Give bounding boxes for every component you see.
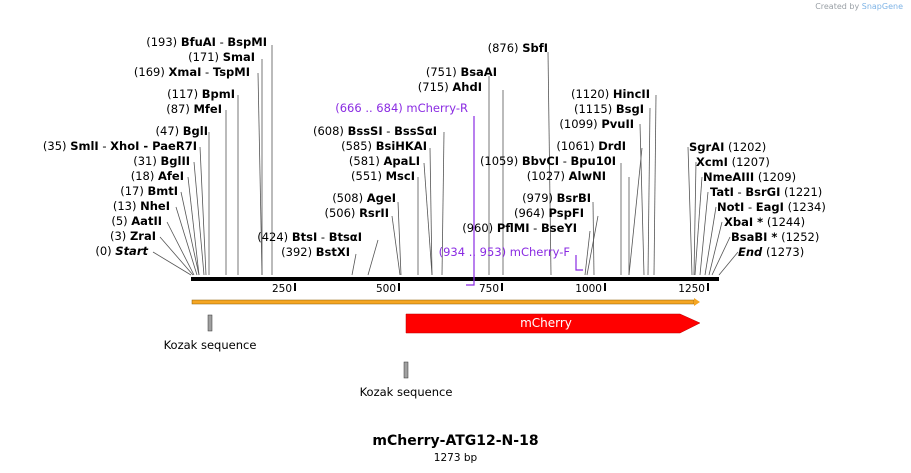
kozak-label-2: Kozak sequence bbox=[360, 385, 453, 399]
site-msci[interactable]: (551) MscI bbox=[351, 169, 415, 183]
orf-arrowhead bbox=[694, 298, 700, 306]
snapgene-logo-text: SnapGene bbox=[861, 2, 903, 11]
site-pflmi[interactable]: (960) PflMI - BseYI bbox=[462, 221, 577, 235]
site-noti[interactable]: NotI - EagI (1234) bbox=[717, 200, 826, 214]
kozak-feature-2[interactable] bbox=[403, 361, 409, 379]
site-bsgi[interactable]: (1115) BsgI bbox=[574, 102, 644, 116]
site-sgrai[interactable]: SgrAI (1202) bbox=[689, 140, 766, 154]
site-aatii[interactable]: (5) AatII bbox=[111, 214, 162, 228]
site-xcmi[interactable]: XcmI (1207) bbox=[696, 155, 770, 169]
kozak-feature-1[interactable] bbox=[207, 314, 213, 332]
created-by-credit: Created by SnapGene bbox=[815, 2, 903, 11]
site-agei[interactable]: (508) AgeI bbox=[332, 191, 396, 205]
site-tati[interactable]: TatI - BsrGI (1221) bbox=[710, 185, 822, 199]
plasmid-length: 1273 bp bbox=[433, 452, 478, 464]
site-smai[interactable]: (171) SmaI bbox=[188, 50, 255, 64]
site-apali[interactable]: (581) ApaLI bbox=[349, 154, 420, 168]
site-hincii[interactable]: (1120) HincII bbox=[571, 87, 650, 101]
site-rsrii[interactable]: (506) RsrII bbox=[324, 206, 389, 220]
site-afei[interactable]: (18) AfeI bbox=[131, 169, 184, 183]
site-bsabi[interactable]: BsaBI * (1252) bbox=[731, 230, 819, 244]
site-bsrbi[interactable]: (979) BsrBI bbox=[522, 191, 591, 205]
kozak-label-1: Kozak sequence bbox=[164, 338, 257, 352]
site-lines bbox=[152, 45, 739, 276]
backbone-line bbox=[191, 277, 719, 281]
site-bgli[interactable]: (47) BglI bbox=[156, 124, 208, 138]
site-nhei[interactable]: (13) NheI bbox=[113, 199, 170, 213]
site-bstxi[interactable]: (392) BstXI bbox=[281, 245, 350, 259]
site-bsssi[interactable]: (608) BssSI - BssSαI bbox=[313, 124, 437, 138]
site-pvuii[interactable]: (1099) PvuII bbox=[559, 117, 634, 131]
site-end[interactable]: End (1273) bbox=[738, 245, 804, 259]
site-btsi[interactable]: (424) BtsI - BtsαI bbox=[257, 230, 362, 244]
site-bfuai[interactable]: (193) BfuAI - BspMI bbox=[146, 35, 267, 49]
plasmid-title: mCherry-ATG12-N-18 bbox=[372, 433, 539, 449]
site-bglii[interactable]: (31) BglII bbox=[133, 154, 190, 168]
site-bbvci[interactable]: (1059) BbvCI - Bpu10I bbox=[480, 154, 616, 168]
site-pspfi[interactable]: (964) PspFI bbox=[514, 206, 584, 220]
ruler: 250 500 750 1000 1250 bbox=[272, 283, 709, 295]
site-drdi[interactable]: (1061) DrdI bbox=[556, 139, 626, 153]
site-ahdi[interactable]: (715) AhdI bbox=[418, 80, 482, 94]
site-mfei[interactable]: (87) MfeI bbox=[166, 102, 222, 116]
site-bsaai[interactable]: (751) BsaAI bbox=[426, 65, 497, 79]
mcherry-feature[interactable] bbox=[405, 313, 701, 334]
site-smli[interactable]: (35) SmlI - XhoI - PaeR7I bbox=[43, 139, 197, 153]
site-zrai[interactable]: (3) ZraI bbox=[110, 229, 156, 243]
tick-label-250: 250 bbox=[272, 283, 292, 295]
primer-mcherry-f[interactable]: (934 .. 953) mCherry-F bbox=[439, 245, 570, 259]
primer-mcherry-r[interactable]: (666 .. 684) mCherry-R bbox=[335, 101, 468, 115]
site-bmti[interactable]: (17) BmtI bbox=[120, 184, 178, 198]
site-alwni[interactable]: (1027) AlwNI bbox=[527, 169, 606, 183]
site-sbfi[interactable]: (876) SbfI bbox=[488, 41, 548, 55]
tick-label-750: 750 bbox=[479, 283, 499, 295]
site-start[interactable]: (0) Start bbox=[95, 244, 148, 258]
right-site-labels: (1120) HincII (1115) BsgI (1099) PvuII (… bbox=[556, 87, 825, 259]
primer-lines bbox=[466, 116, 583, 286]
tick-label-500: 500 bbox=[376, 283, 396, 295]
credit-prefix: Created by bbox=[815, 2, 860, 11]
left-site-labels: (193) BfuAI - BspMI (171) SmaI (169) Xma… bbox=[43, 35, 267, 258]
site-bsihkai[interactable]: (585) BsiHKAI bbox=[341, 139, 427, 153]
middle-site-labels: (608) BssSI - BssSαI (585) BsiHKAI (581)… bbox=[257, 41, 616, 259]
site-nmeaiii[interactable]: NmeAIII (1209) bbox=[703, 170, 796, 184]
orf-bar[interactable] bbox=[191, 299, 695, 305]
site-xmai[interactable]: (169) XmaI - TspMI bbox=[134, 65, 250, 79]
site-bpmi[interactable]: (117) BpmI bbox=[167, 87, 235, 101]
tick-label-1250: 1250 bbox=[678, 283, 705, 295]
mcherry-label: mCherry bbox=[520, 316, 572, 330]
tick-label-1000: 1000 bbox=[575, 283, 602, 295]
site-xbai[interactable]: XbaI * (1244) bbox=[724, 215, 805, 229]
